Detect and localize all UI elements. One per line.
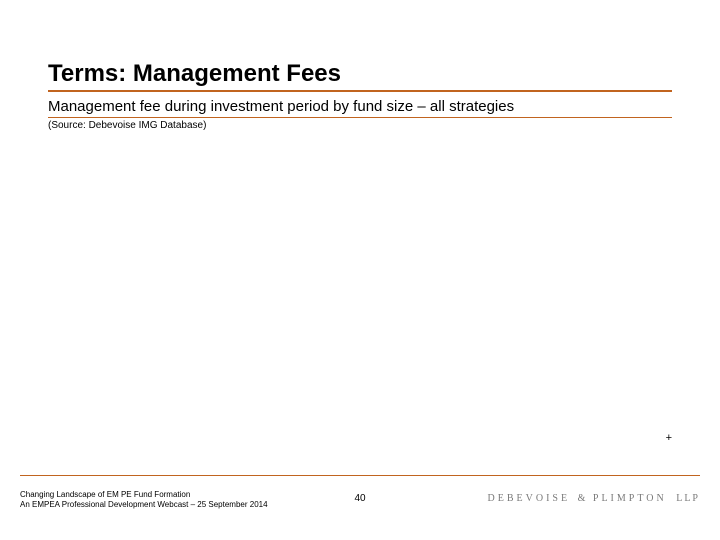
footer-left: Changing Landscape of EM PE Fund Formati… [20, 490, 268, 510]
plus-marker: + [666, 432, 672, 444]
firm-logo: DEBEVOISE & PLIMPTON LLP [488, 493, 700, 504]
page-number: 40 [354, 493, 365, 504]
footer-line-2: An EMPEA Professional Development Webcas… [20, 500, 268, 510]
logo-part-1: DEBEVOISE [488, 493, 571, 504]
logo-part-2: PLIMPTON [593, 493, 667, 504]
logo-ampersand: & [578, 493, 586, 504]
footer-rule [20, 475, 700, 476]
slide-title: Terms: Management Fees [48, 60, 672, 92]
logo-suffix: LLP [676, 493, 700, 504]
title-block: Terms: Management Fees Management fee du… [48, 60, 672, 131]
slide-subtitle: Management fee during investment period … [48, 98, 672, 118]
content-area [48, 170, 672, 440]
slide: Terms: Management Fees Management fee du… [0, 0, 720, 540]
footer-line-1: Changing Landscape of EM PE Fund Formati… [20, 490, 268, 500]
source-line: (Source: Debevoise IMG Database) [48, 120, 672, 131]
